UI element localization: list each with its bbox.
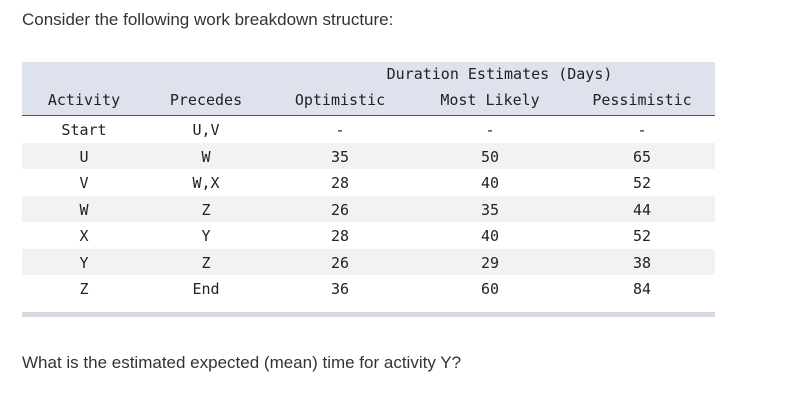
table-footer-bar <box>22 312 715 317</box>
table-cell: U,V <box>192 121 220 139</box>
table-row: X Y 28 40 52 <box>22 222 715 249</box>
table-cell: 40 <box>480 227 500 245</box>
table-row: V W,X 28 40 52 <box>22 169 715 196</box>
table-cell: 26 <box>330 253 350 272</box>
table-cell: 65 <box>632 147 652 166</box>
table-cell: Z <box>79 280 89 298</box>
table-cell: Y <box>79 253 89 272</box>
table-row: Start U,V - - - <box>22 116 715 143</box>
table-cell: X <box>79 227 89 245</box>
column-header: Pessimistic <box>592 91 692 109</box>
table-cell: Z <box>201 200 211 219</box>
table-cell: 84 <box>632 280 652 298</box>
table-cell: 28 <box>330 174 350 192</box>
table-cell: - <box>335 121 345 139</box>
table-row: Y Z 26 29 38 <box>22 248 715 275</box>
table-cell: 40 <box>480 174 500 192</box>
table-cell: U <box>79 147 89 166</box>
table-cell: 60 <box>480 280 500 298</box>
table-cell: W <box>201 147 211 166</box>
table-row: Z End 36 60 84 <box>22 275 715 302</box>
intro-text: Consider the following work breakdown st… <box>22 10 394 29</box>
table-cell: 50 <box>480 147 500 166</box>
table-cell: 35 <box>480 200 500 219</box>
table-cell: End <box>192 280 220 298</box>
table-cell: 36 <box>330 280 350 298</box>
table-body: Start U,V - - - U W 35 50 65 V W,X 28 40 52 W Z 26 35 44 X Y 2… <box>22 116 715 302</box>
column-header: Optimistic <box>294 91 386 109</box>
table-cell: 29 <box>480 253 500 272</box>
table-cell: 26 <box>330 200 350 219</box>
table-cell: Start <box>61 121 107 139</box>
table-cell: 38 <box>632 253 652 272</box>
question-text: What is the estimated expected (mean) ti… <box>22 353 462 372</box>
table: Duration Estimates (Days) Activity Preced… <box>22 62 715 302</box>
table-cell: Y <box>201 227 211 245</box>
table-cell: - <box>485 121 495 139</box>
table-cell: W,X <box>192 174 220 192</box>
table-cell: 35 <box>330 147 350 166</box>
table-row: U W 35 50 65 <box>22 142 715 169</box>
column-header: Activity <box>47 91 121 109</box>
table-cell: 52 <box>632 174 652 192</box>
table-cell: 28 <box>330 227 350 245</box>
table-header: Duration Estimates (Days) Activity Preced… <box>22 62 715 116</box>
table-row: W Z 26 35 44 <box>22 195 715 222</box>
table-cell: - <box>637 121 647 139</box>
column-header: Most Likely <box>440 91 540 109</box>
table-cell: W <box>79 200 89 219</box>
group-header: Duration Estimates (Days) <box>386 65 613 83</box>
table-cell: V <box>79 174 89 192</box>
table-cell: 44 <box>632 200 652 219</box>
column-header: Precedes <box>169 91 243 109</box>
table-cell: Z <box>201 253 211 272</box>
table-cell: 52 <box>632 227 652 245</box>
